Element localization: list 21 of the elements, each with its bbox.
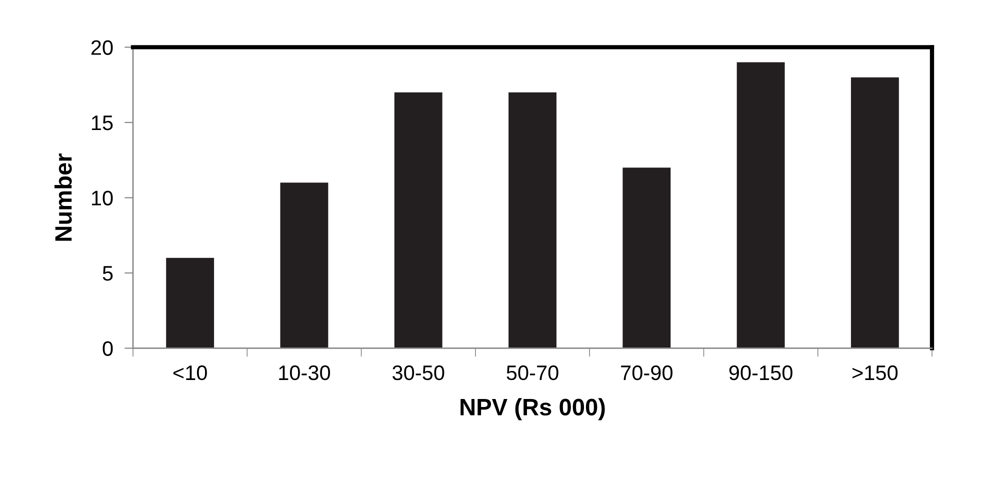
y-tick-label: 10 bbox=[92, 190, 113, 206]
y-tick-label: 5 bbox=[102, 266, 113, 281]
y-tick-label: 0 bbox=[102, 341, 113, 356]
x-tick-label: >150 bbox=[852, 365, 898, 380]
x-tick-label: 70-90 bbox=[621, 365, 672, 380]
x-tick-label: 90-150 bbox=[729, 365, 792, 380]
x-tick-label: 10-30 bbox=[279, 365, 330, 380]
bar bbox=[736, 62, 785, 348]
y-tick-label: 20 bbox=[91, 40, 113, 55]
y-tick-label: 15 bbox=[92, 116, 113, 130]
x-axis-title: NPV (Rs 000) bbox=[460, 398, 605, 420]
bar bbox=[508, 92, 556, 348]
bar bbox=[280, 182, 328, 348]
x-tick-label: <10 bbox=[173, 365, 207, 380]
y-axis-title: Number bbox=[54, 153, 72, 241]
x-tick-label: 50-70 bbox=[506, 365, 558, 380]
bar bbox=[166, 258, 214, 348]
bar bbox=[622, 168, 671, 348]
bar bbox=[394, 92, 442, 348]
bar bbox=[850, 77, 899, 348]
x-tick-label: 30-50 bbox=[392, 365, 444, 380]
